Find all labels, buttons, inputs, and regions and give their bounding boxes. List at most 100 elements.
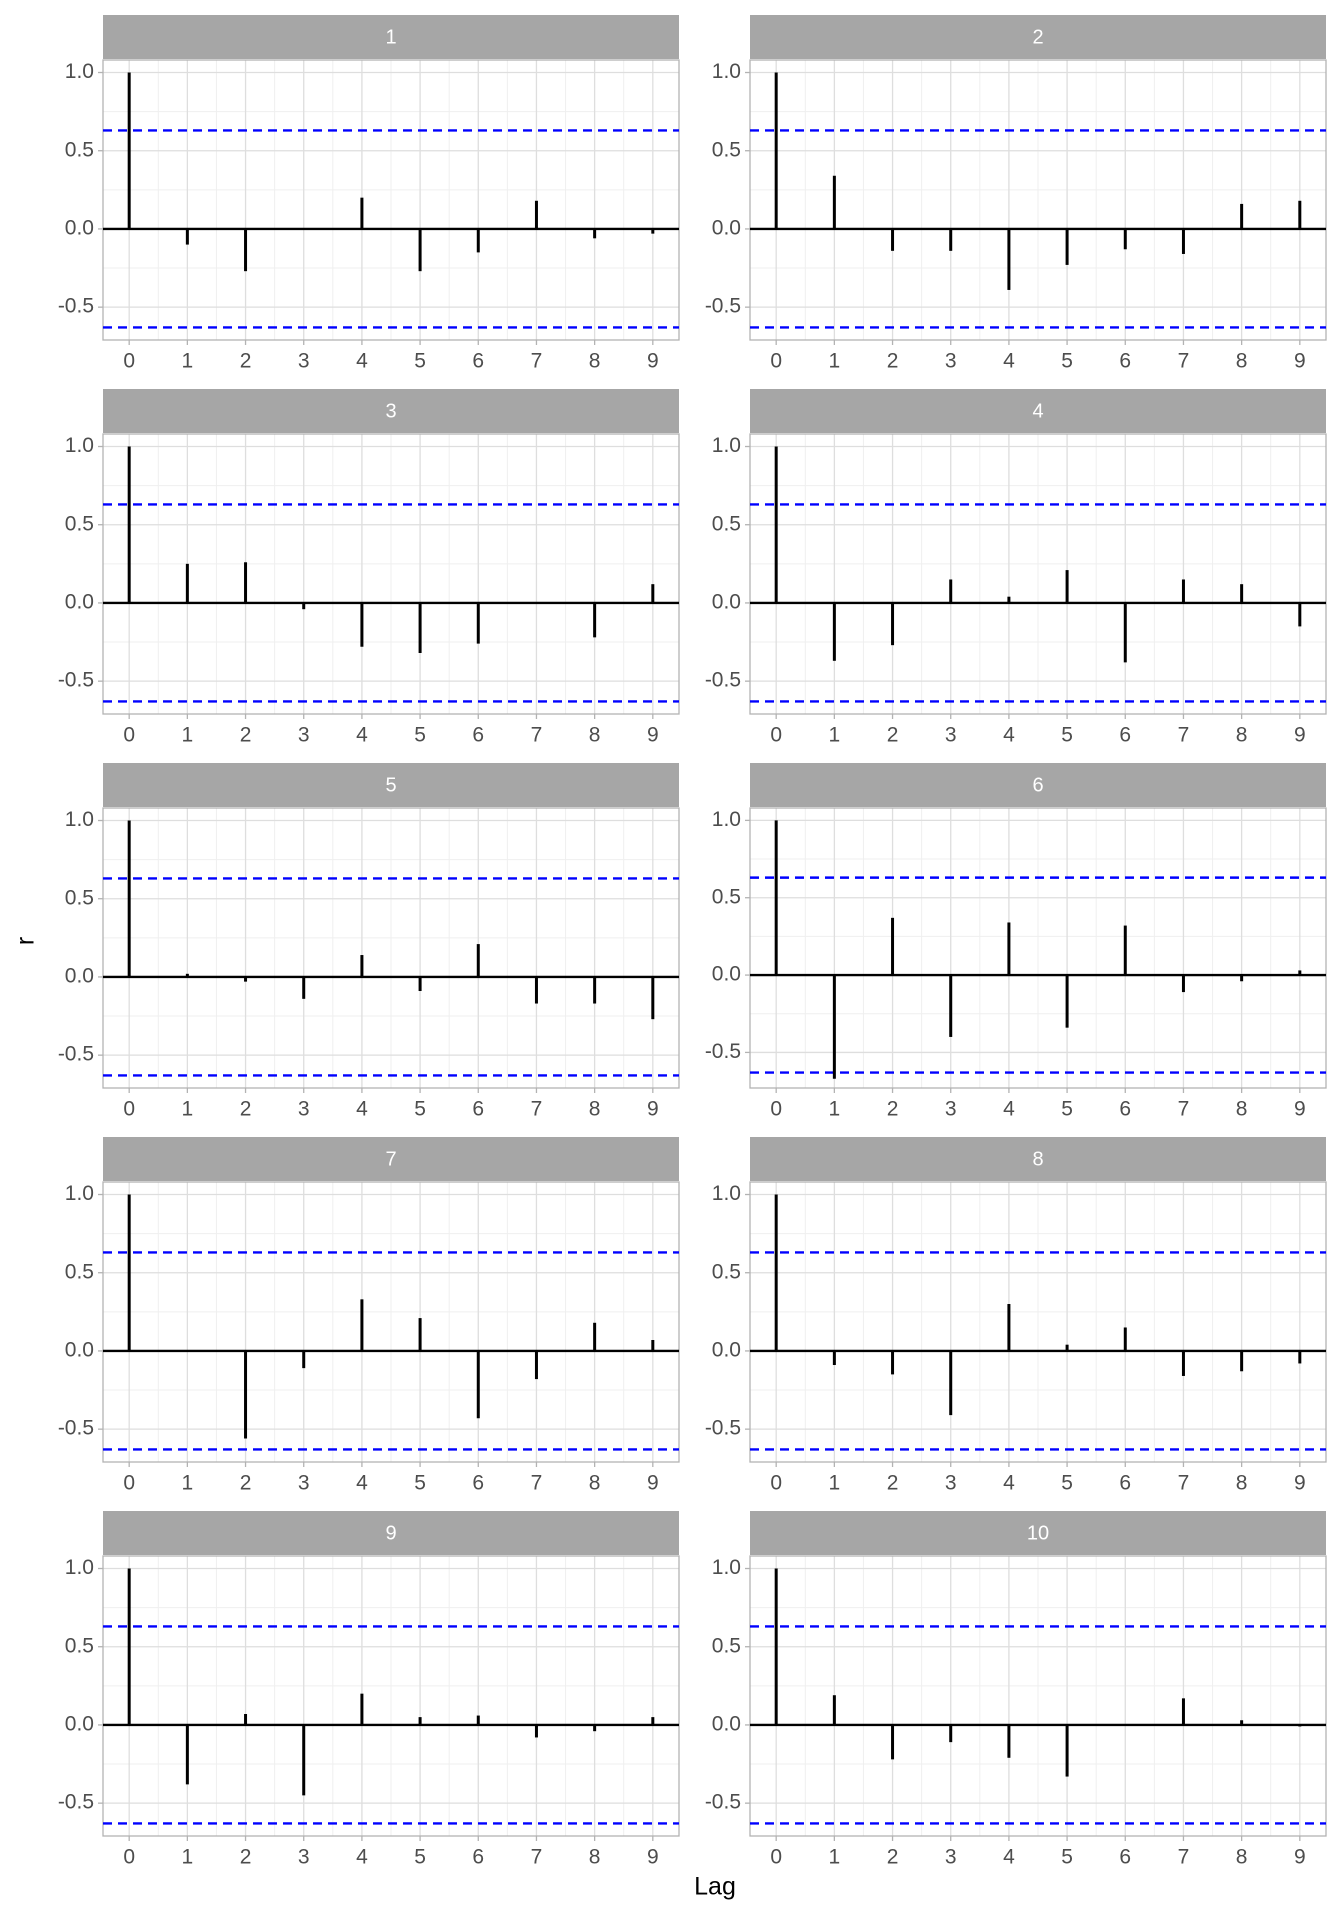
x-tick-label: 4 bbox=[356, 1098, 368, 1121]
x-tick-label: 1 bbox=[182, 1472, 194, 1495]
y-tick-label: -0.5 bbox=[705, 1040, 741, 1063]
strip bbox=[103, 1137, 679, 1181]
strip-label: 6 bbox=[1032, 774, 1043, 796]
y-tick-label: 1.0 bbox=[65, 808, 94, 831]
x-tick-label: 6 bbox=[1119, 1472, 1131, 1495]
y-tick-label: 0.0 bbox=[712, 1338, 741, 1361]
y-tick-label: -0.5 bbox=[705, 1791, 741, 1814]
y-tick-label: 1.0 bbox=[65, 1182, 94, 1205]
x-tick-label: 4 bbox=[356, 1846, 368, 1869]
x-tick-label: 4 bbox=[356, 724, 368, 747]
x-tick-label: 9 bbox=[1294, 1472, 1306, 1495]
x-tick-label: 9 bbox=[1294, 1098, 1306, 1121]
x-tick-label: 5 bbox=[414, 1472, 426, 1495]
x-tick-label: 6 bbox=[1119, 724, 1131, 747]
strip bbox=[103, 15, 679, 59]
y-tick-label: -0.5 bbox=[58, 1791, 94, 1814]
y-tick-label: 0.5 bbox=[712, 1634, 741, 1657]
x-tick-label: 6 bbox=[1119, 1846, 1131, 1869]
x-tick-label: 4 bbox=[1003, 350, 1015, 373]
x-tick-label: 3 bbox=[945, 724, 957, 747]
panel-border bbox=[102, 807, 680, 1089]
x-tick-label: 1 bbox=[182, 1846, 194, 1869]
strip-label: 4 bbox=[1032, 400, 1043, 422]
x-tick-label: 1 bbox=[182, 350, 194, 373]
y-tick-label: 0.5 bbox=[65, 138, 94, 161]
x-tick-label: 0 bbox=[770, 1472, 782, 1495]
x-tick-label: 3 bbox=[945, 1846, 957, 1869]
x-tick-label: 6 bbox=[472, 350, 484, 373]
panel-border bbox=[102, 59, 680, 341]
y-tick-label: -0.5 bbox=[58, 1043, 94, 1066]
x-tick-label: 0 bbox=[123, 1846, 135, 1869]
strip-label: 3 bbox=[385, 400, 396, 422]
strip bbox=[750, 389, 1326, 433]
x-tick-label: 2 bbox=[240, 724, 252, 747]
panel-border bbox=[102, 1181, 680, 1463]
x-tick-label: 8 bbox=[589, 724, 601, 747]
x-tick-label: 7 bbox=[531, 724, 543, 747]
y-tick-label: 1.0 bbox=[712, 808, 741, 831]
strip bbox=[750, 1137, 1326, 1181]
x-tick-label: 1 bbox=[182, 1098, 194, 1121]
x-tick-label: 3 bbox=[945, 1472, 957, 1495]
strip-label: 9 bbox=[385, 1522, 396, 1544]
x-tick-label: 7 bbox=[1178, 724, 1190, 747]
x-tick-label: 7 bbox=[1178, 1098, 1190, 1121]
x-tick-label: 0 bbox=[123, 724, 135, 747]
y-tick-label: 0.0 bbox=[712, 1712, 741, 1735]
x-tick-label: 7 bbox=[531, 1846, 543, 1869]
x-tick-label: 2 bbox=[887, 1472, 899, 1495]
strip bbox=[103, 763, 679, 807]
x-tick-label: 8 bbox=[589, 1472, 601, 1495]
y-tick-label: 0.0 bbox=[65, 1338, 94, 1361]
strip-label: 2 bbox=[1032, 26, 1043, 48]
x-tick-label: 2 bbox=[887, 724, 899, 747]
strip bbox=[750, 1511, 1326, 1555]
x-tick-label: 7 bbox=[531, 1472, 543, 1495]
x-tick-label: 2 bbox=[887, 350, 899, 373]
x-tick-label: 7 bbox=[1178, 1472, 1190, 1495]
x-tick-label: 5 bbox=[1061, 724, 1073, 747]
x-tick-label: 6 bbox=[472, 1472, 484, 1495]
y-tick-label: 0.0 bbox=[65, 216, 94, 239]
strip-label: 10 bbox=[1027, 1522, 1049, 1544]
x-tick-label: 8 bbox=[1236, 724, 1248, 747]
x-tick-label: 2 bbox=[240, 1472, 252, 1495]
x-tick-label: 5 bbox=[1061, 1098, 1073, 1121]
x-tick-label: 1 bbox=[829, 1846, 841, 1869]
y-tick-label: 0.0 bbox=[712, 590, 741, 613]
x-tick-label: 5 bbox=[414, 1098, 426, 1121]
y-tick-label: 0.5 bbox=[65, 512, 94, 535]
x-tick-label: 2 bbox=[887, 1098, 899, 1121]
x-tick-label: 3 bbox=[945, 350, 957, 373]
x-tick-label: 3 bbox=[298, 1472, 310, 1495]
x-tick-label: 8 bbox=[589, 1098, 601, 1121]
x-tick-label: 9 bbox=[1294, 724, 1306, 747]
y-tick-label: 1.0 bbox=[712, 1556, 741, 1579]
x-tick-label: 4 bbox=[1003, 1098, 1015, 1121]
x-tick-label: 4 bbox=[356, 350, 368, 373]
y-tick-label: -0.5 bbox=[58, 669, 94, 692]
x-tick-label: 8 bbox=[1236, 1098, 1248, 1121]
x-tick-label: 8 bbox=[589, 350, 601, 373]
x-tick-label: 2 bbox=[240, 1846, 252, 1869]
y-tick-label: 0.0 bbox=[65, 590, 94, 613]
y-tick-label: 0.0 bbox=[712, 216, 741, 239]
x-tick-label: 7 bbox=[1178, 350, 1190, 373]
strip-label: 1 bbox=[385, 26, 396, 48]
y-tick-label: 1.0 bbox=[65, 1556, 94, 1579]
x-tick-label: 8 bbox=[1236, 1472, 1248, 1495]
x-tick-label: 5 bbox=[1061, 350, 1073, 373]
y-tick-label: -0.5 bbox=[58, 295, 94, 318]
x-tick-label: 2 bbox=[887, 1846, 899, 1869]
x-tick-label: 0 bbox=[123, 350, 135, 373]
y-tick-label: 0.0 bbox=[65, 964, 94, 987]
panel-border bbox=[102, 1555, 680, 1837]
x-tick-label: 3 bbox=[298, 350, 310, 373]
y-tick-label: 1.0 bbox=[65, 60, 94, 83]
x-tick-label: 9 bbox=[1294, 1846, 1306, 1869]
x-tick-label: 2 bbox=[240, 1098, 252, 1121]
y-tick-label: 0.5 bbox=[712, 138, 741, 161]
